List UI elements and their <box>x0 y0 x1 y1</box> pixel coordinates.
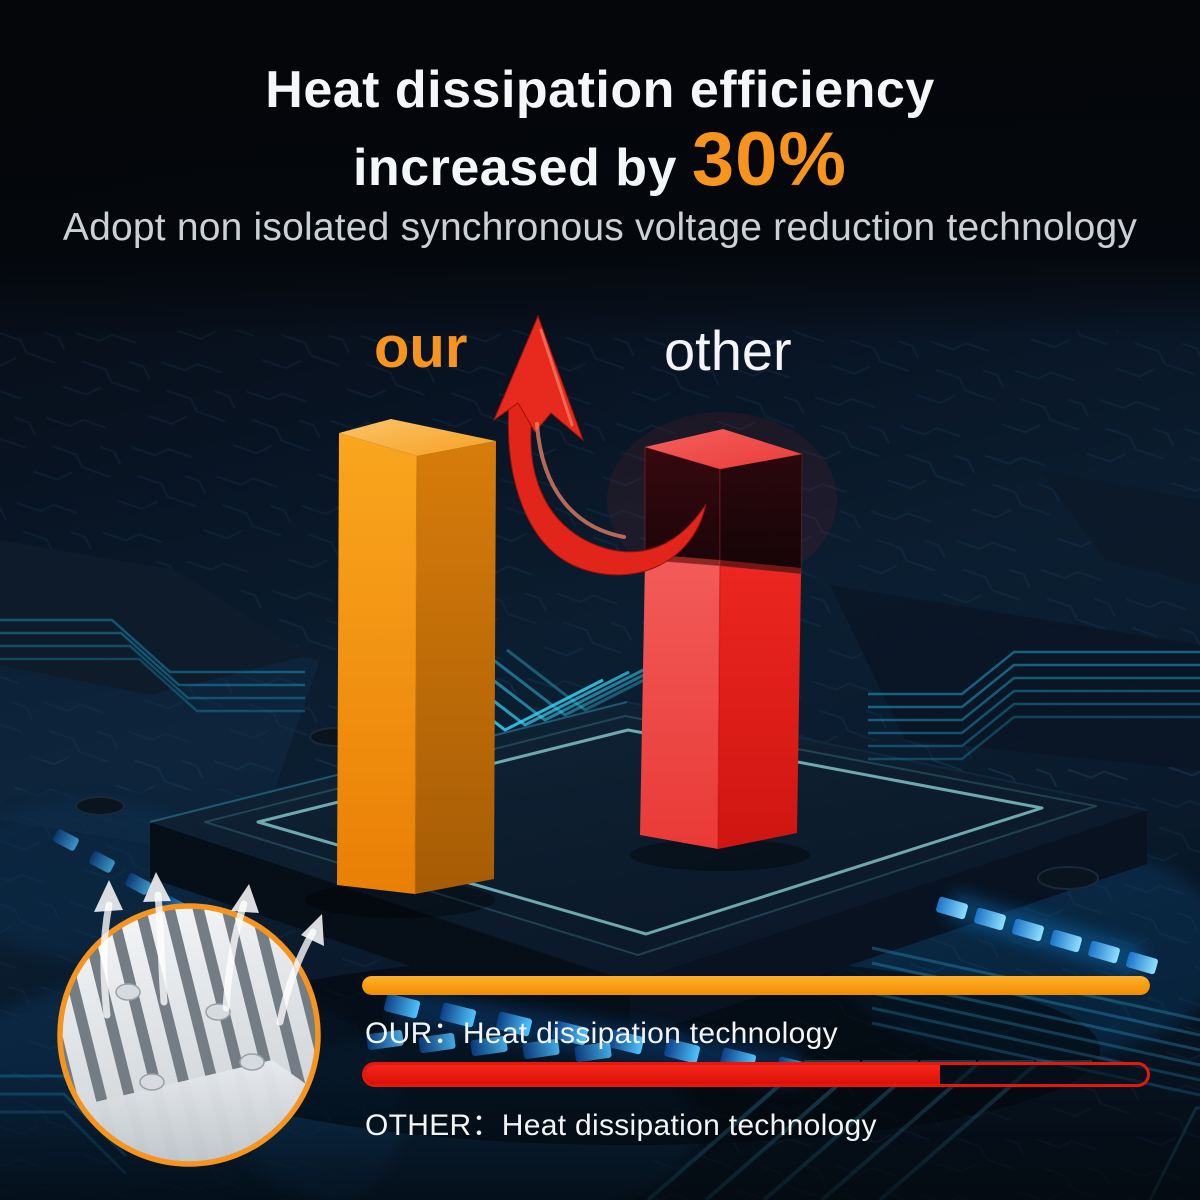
bar-shadow <box>630 839 810 871</box>
pin-row-right <box>936 896 1158 975</box>
our-bar-label: our <box>374 315 468 380</box>
airflow-arrow-icon <box>154 891 168 1006</box>
airflow-arrowhead-icon <box>301 914 324 946</box>
platform-outline-inner <box>256 728 1044 936</box>
other-progress-label: OTHER：Heat dissipation technology <box>365 1109 877 1142</box>
bar-shadow <box>305 882 495 918</box>
airflow-arrowhead-icon <box>231 884 259 913</box>
other-bar-label: other <box>664 319 792 382</box>
airflow-arrow-icon <box>276 928 317 1026</box>
airflow-arrow-icon <box>100 901 113 1019</box>
pcb-slab <box>1040 470 1200 585</box>
our-progress-fill <box>362 976 1150 995</box>
other-bar-3d <box>607 412 837 850</box>
pcb-slab <box>0 540 310 695</box>
other-bar-loss-section <box>719 453 803 575</box>
page-title-line2: increased by 30% <box>0 116 1200 203</box>
pcb-slab <box>830 585 1200 770</box>
subtitle: Adopt non isolated synchronous voltage r… <box>62 206 1138 249</box>
capacitor <box>75 796 125 816</box>
title-line2-prefix: increased by <box>352 139 692 197</box>
increase-arrow-icon <box>492 314 707 576</box>
capacitor <box>1037 866 1099 890</box>
our-progress-label: OUR：Heat dissipation technology <box>365 1017 838 1050</box>
heatsink-fins <box>60 906 318 1164</box>
airflow-arrow-icon <box>222 900 248 1012</box>
title-highlight-percent: 30% <box>691 117 847 202</box>
airflow-arrowhead-icon <box>94 880 123 912</box>
other-progress-bar <box>362 1062 1150 1087</box>
heatsink-badge <box>57 872 324 1167</box>
badge-ring <box>57 903 321 1167</box>
top-fade <box>0 0 1200 340</box>
our-bar-3d <box>337 419 496 895</box>
other-progress-fill <box>365 1065 940 1084</box>
circuit-traces <box>0 618 1200 1176</box>
pin-row-under-label <box>366 1029 612 1063</box>
page-title: Heat dissipation efficiency <box>265 61 935 119</box>
airflow-arrowhead-icon <box>143 872 171 902</box>
our-progress-bar <box>362 976 1150 995</box>
